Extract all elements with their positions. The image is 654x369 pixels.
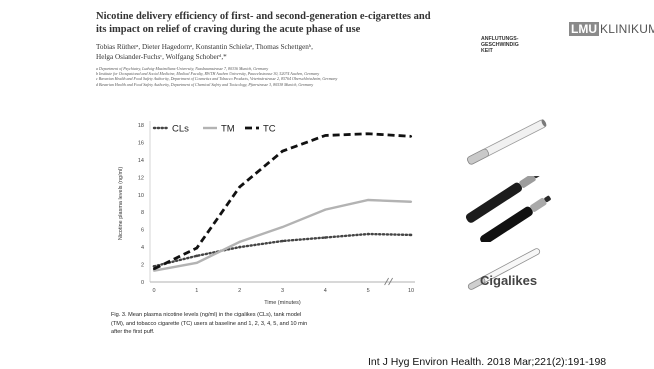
affiliation: b Institute for Occupational and Social … (96, 71, 320, 77)
data-point-tm (281, 225, 284, 229)
caption-line: after the first puff. (111, 329, 155, 336)
data-point-tm (367, 198, 370, 202)
legend-label-tm: TM (221, 124, 235, 135)
cigalikes-photo (467, 248, 541, 290)
x-tick-label: 2 (238, 288, 241, 294)
data-point-tc (152, 267, 156, 271)
tank-model-photo (465, 176, 551, 242)
data-point-tm (238, 240, 241, 243)
paper-authors: Tobias Rütherᵃ, Dieter Hagedornᵃ, Konsta… (96, 43, 456, 62)
nicotine-chart: 0 2 4 6 8 10 12 14 16 18 0 1 2 3 4 5 10 Time (minutes) Nic… (110, 112, 428, 312)
paper-title-line-1: Nicotine delivery efficiency of first- a… (96, 11, 431, 22)
x-axis-label: Time (minutes) (264, 300, 301, 306)
y-tick-label: 10 (138, 193, 144, 199)
data-point-cls (324, 236, 327, 239)
data-point-tc (409, 135, 413, 138)
side-label-line: GESCHWINDIG (481, 42, 519, 49)
data-point-cls (152, 265, 156, 268)
x-tick-label: 4 (324, 288, 327, 294)
data-point-tm (195, 261, 198, 264)
side-label-line: ANFLUTUNGS- (481, 36, 519, 42)
paper-title-line-2: its impact on relief of craving during t… (96, 24, 361, 35)
figure-caption: Fig. 3. Mean plasma nicotine levels (ng/… (111, 311, 411, 337)
data-point-tc (195, 246, 198, 250)
affiliation: a Department of Psychiatry, Ludwig-Maxim… (96, 66, 269, 71)
data-point-tc (238, 185, 241, 189)
affiliation: d Bavarian Health and Food Safety Author… (96, 81, 314, 87)
y-tick-label: 14 (138, 158, 144, 164)
data-point-cls (366, 232, 370, 236)
axis-break-mark (384, 277, 389, 286)
y-axis-label: Nicotine plasma levels (ng/ml) (118, 167, 124, 241)
y-tick-label: 12 (138, 175, 144, 181)
data-point-cls (195, 254, 199, 258)
y-tick-label: 8 (141, 210, 144, 216)
data-point-tc (367, 132, 370, 135)
data-point-tc (324, 134, 327, 137)
x-tick-label: 10 (408, 288, 414, 294)
y-tick-label: 0 (141, 280, 144, 286)
series-line-cls (152, 232, 413, 268)
cigalikes-label: Cigalikes (480, 273, 538, 288)
side-label-line: KEIT (481, 48, 493, 55)
y-tick-label: 4 (141, 245, 144, 251)
y-tick-label: 2 (141, 263, 144, 269)
data-point-tm (409, 200, 413, 203)
x-tick-label: 1 (195, 288, 198, 294)
data-point-cls (281, 239, 284, 243)
side-label: ANFLUTUNGS- GESCHWINDIG KEIT (481, 36, 541, 55)
citation: Int J Hyg Environ Health. 2018 Mar;221(2… (368, 356, 607, 368)
x-tick-label: 0 (152, 288, 155, 294)
caption-line: Fig. 3. Mean plasma nicotine levels (ng/… (111, 312, 302, 318)
data-point-tm (324, 208, 327, 211)
axis-break-mark (388, 277, 393, 286)
paper-affiliations: a Department of Psychiatry, Ludwig-Maxim… (96, 66, 468, 87)
logo-text: KLINIKUM (600, 22, 654, 36)
caption-line: (TM), and tobacco cigarette (TC) users a… (111, 320, 308, 327)
x-tick-label: 5 (367, 288, 370, 294)
authors-line-2: Helga Osiander-Fuchsᶜ, Wolfgang Schoberᵈ… (96, 52, 227, 61)
data-point-tc (281, 150, 284, 153)
data-point-cls (409, 233, 413, 237)
affiliation: c Bavarian Health and Food Safety Author… (96, 76, 338, 82)
y-tick-label: 18 (138, 123, 144, 129)
legend-label-tc: TC (263, 124, 276, 135)
lmu-klinikum-logo: LMU KLINIKUM (569, 22, 654, 36)
data-point-tm (152, 269, 156, 272)
paper-title: Nicotine delivery efficiency of first- a… (96, 10, 456, 36)
data-point-cls (238, 245, 241, 249)
y-tick-label: 6 (141, 228, 144, 234)
legend-label-cls: CLs (172, 124, 189, 135)
y-tick-label: 16 (138, 140, 144, 146)
series-line-tm (153, 198, 412, 272)
cigalike-photo (467, 119, 547, 165)
logo-box: LMU (569, 22, 599, 36)
x-tick-label: 3 (281, 288, 284, 294)
authors-line-1: Tobias Rütherᵃ, Dieter Hagedornᵃ, Konsta… (96, 43, 313, 51)
